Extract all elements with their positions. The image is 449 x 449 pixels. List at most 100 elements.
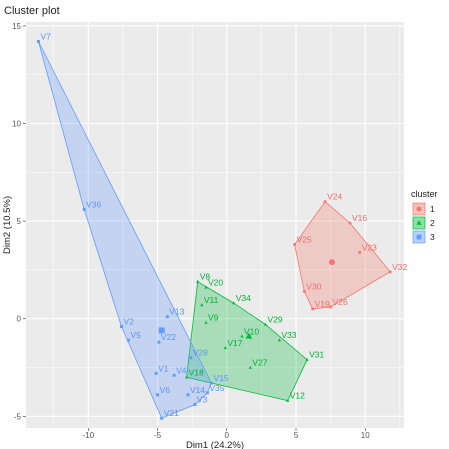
point-label-v22: V22: [161, 332, 176, 342]
y-tick-label: 0: [17, 315, 22, 324]
point-label-v12: V12: [290, 391, 305, 401]
chart-title: Cluster plot: [4, 5, 60, 17]
legend-marker-3: [416, 234, 422, 240]
point-v34: [232, 301, 236, 305]
x-axis-label: Dim1 (24.2%): [186, 440, 244, 449]
point-label-v25: V25: [297, 235, 312, 245]
point-label-v1: V1: [158, 363, 169, 373]
x-tick-label: -10: [83, 431, 95, 440]
point-label-v32: V32: [392, 262, 407, 272]
point-v31: [305, 357, 309, 361]
point-v9: [204, 320, 208, 324]
grid: [26, 22, 404, 428]
legend-marker-2: [416, 220, 422, 225]
point-label-v23: V23: [362, 242, 377, 252]
point-v30: [302, 289, 306, 293]
point-label-v15: V15: [214, 373, 229, 383]
cluster-3-centroid: [158, 327, 165, 334]
point-v24: [323, 200, 327, 204]
point-label-v5: V5: [130, 330, 141, 340]
point-label-v7: V7: [40, 32, 51, 42]
point-label-v11: V11: [204, 295, 219, 305]
legend-label-2: 2: [430, 218, 435, 228]
point-v36: [82, 207, 86, 211]
point-label-v9: V9: [208, 313, 219, 323]
y-tick-label: 5: [17, 217, 22, 226]
cluster-1-hull: [294, 201, 391, 310]
point-label-v14: V14: [190, 385, 205, 395]
point-label-v33: V33: [281, 330, 296, 340]
point-v12: [286, 398, 290, 402]
y-tick-label: 15: [12, 22, 21, 31]
point-label-v27: V27: [252, 357, 267, 367]
point-label-v3: V3: [197, 395, 208, 405]
point-label-v2: V2: [124, 317, 135, 327]
point-v2: [120, 325, 124, 328]
point-label-v10: V10: [244, 326, 259, 336]
point-v20: [204, 285, 208, 289]
point-v18: [184, 375, 189, 379]
legend: cluster 1 2 3: [411, 189, 438, 244]
legend-title: cluster: [411, 189, 438, 199]
point-v11: [200, 303, 204, 307]
cluster-1-centroid: [329, 259, 335, 266]
legend-marker-1: [416, 206, 422, 212]
point-label-v26: V26: [333, 297, 348, 307]
point-v3: [193, 403, 197, 407]
point-label-v6: V6: [160, 385, 171, 395]
point-v28: [189, 356, 193, 360]
point-v17: [223, 346, 228, 350]
point-v22: [157, 340, 161, 344]
point-label-v4: V4: [176, 365, 187, 375]
point-label-v31: V31: [309, 350, 324, 360]
point-v8: [196, 279, 200, 283]
point-v33: [277, 338, 282, 342]
point-v32: [388, 270, 392, 274]
x-tick-label: 5: [294, 431, 299, 440]
cluster-3-hull: [38, 41, 212, 419]
point-v7: [36, 40, 40, 44]
point-v1: [154, 371, 158, 375]
y-tick-label: 10: [12, 120, 21, 129]
point-label-v34: V34: [236, 293, 251, 303]
point-v5: [126, 338, 130, 342]
point-v23: [358, 250, 362, 254]
x-tick-label: 0: [225, 431, 230, 440]
point-label-v29: V29: [268, 315, 283, 325]
x-tick-label: -5: [154, 431, 162, 440]
point-v29: [263, 322, 268, 326]
point-v15: [210, 381, 214, 385]
point-v6: [156, 393, 160, 397]
point-v14: [186, 393, 190, 397]
point-v16: [348, 221, 352, 225]
point-v10: [240, 334, 244, 338]
legend-label-1: 1: [430, 204, 435, 214]
point-label-v20: V20: [208, 277, 223, 287]
point-v26: [329, 305, 333, 309]
point-label-v36: V36: [86, 199, 101, 209]
point-label-v28: V28: [193, 348, 208, 358]
cluster-2-centroid: [245, 332, 253, 339]
point-label-v24: V24: [327, 192, 342, 202]
cluster-hulls: [38, 41, 391, 419]
point-v4: [172, 373, 176, 377]
point-v13: [165, 315, 169, 319]
point-label-v16: V16: [352, 213, 367, 223]
point-label-v21: V21: [164, 408, 179, 418]
point-label-v18: V18: [189, 367, 204, 377]
point-label-v8: V8: [200, 272, 211, 282]
y-tick-label: -5: [14, 412, 22, 421]
point-label-v17: V17: [227, 338, 242, 348]
x-tick-label: 10: [361, 431, 370, 440]
axis-ticks: -10 -5 0 5 10 -5 0 5 10 15: [12, 22, 370, 440]
point-label-v30: V30: [306, 281, 321, 291]
point-v35: [205, 391, 209, 395]
point-v27: [248, 365, 252, 369]
point-label-v19: V19: [315, 299, 330, 309]
point-v19: [311, 307, 315, 311]
point-label-v13: V13: [169, 307, 184, 317]
point-v25: [293, 243, 297, 247]
point-label-v35: V35: [209, 383, 224, 393]
